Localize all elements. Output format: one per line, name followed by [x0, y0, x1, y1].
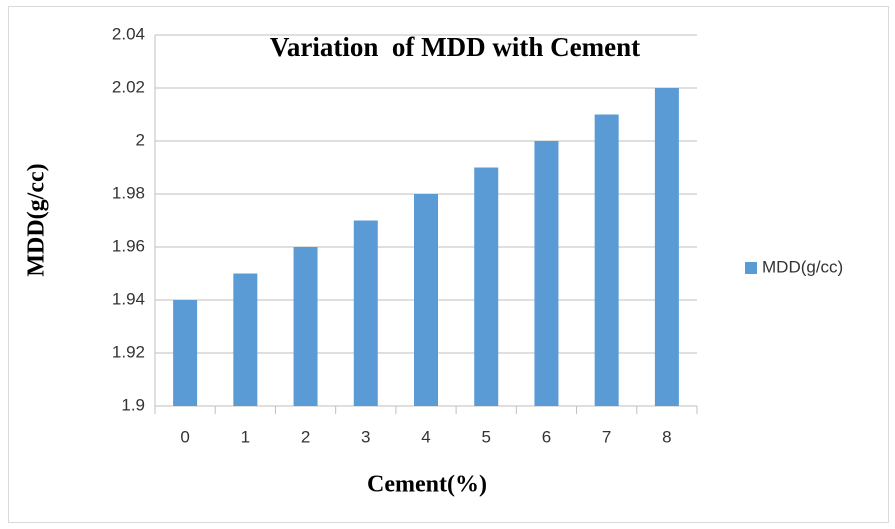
bar: [173, 300, 198, 406]
legend-label: MDD(g/cc): [762, 257, 843, 276]
y-tick-label: 1.94: [112, 289, 145, 308]
bar: [233, 273, 258, 406]
x-tick-label: 4: [421, 427, 430, 446]
bar: [293, 247, 318, 406]
y-tick-label: 2: [136, 130, 145, 149]
y-tick-label: 1.96: [112, 236, 145, 255]
x-tick-label: 8: [662, 427, 671, 446]
y-tick-label: 2.04: [112, 24, 145, 43]
bar: [534, 141, 559, 406]
x-tick-label: 5: [481, 427, 490, 446]
legend-swatch: [745, 262, 757, 274]
chart-title: Variation of MDD with Cement: [270, 32, 640, 62]
y-axis-label: MDD(g/cc): [24, 163, 50, 276]
x-tick-label: 7: [602, 427, 611, 446]
y-tick-label: 1.98: [112, 183, 145, 202]
x-tick-label: 2: [301, 427, 310, 446]
bar: [594, 114, 619, 406]
x-tick-label: 0: [180, 427, 189, 446]
x-tick-label: 1: [241, 427, 250, 446]
x-tick-label: 6: [542, 427, 551, 446]
y-tick-label: 1.92: [112, 342, 145, 361]
bar: [353, 220, 378, 406]
y-tick-label: 1.9: [121, 395, 145, 414]
x-tick-label: 3: [361, 427, 370, 446]
x-axis-label: Cement(%): [367, 472, 487, 498]
bar: [414, 194, 438, 406]
bar: [474, 167, 499, 406]
y-tick-label: 2.02: [112, 77, 145, 96]
bar: [654, 88, 679, 406]
